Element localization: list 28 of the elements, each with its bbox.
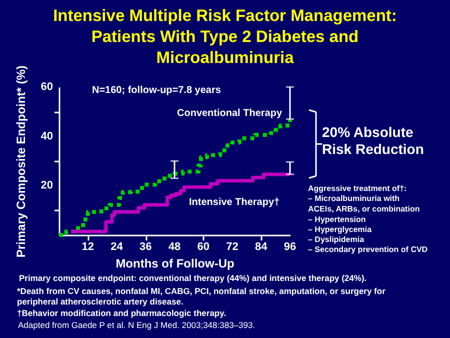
annotation: N=160; follow-up=7.8 years	[92, 85, 222, 96]
x-axis-title: Months of Follow-Up	[116, 256, 234, 270]
x-tick-label: 72	[226, 241, 238, 253]
x-tick-label: 60	[197, 241, 210, 253]
text: †Behavior modification and pharmacologic therapy.	[17, 308, 226, 318]
x-tick-label: 96	[284, 241, 296, 253]
x-tick-label: 24	[110, 241, 124, 253]
chart-title: Intensive Multiple Risk Factor Management: Patients With Type 2 Diabetes and Microalbuminuria	[53, 7, 397, 67]
text: – Dyslipidemia	[308, 235, 365, 244]
text: 20% Absolute Risk Reduction	[322, 124, 424, 157]
x-tick-label: 12	[82, 241, 94, 253]
text: – Hypertension	[308, 215, 366, 224]
x-tick-label: 36	[140, 241, 152, 253]
text: Aggressive treatment of†:	[308, 184, 407, 193]
x-tick-label: 84	[255, 241, 268, 253]
x-tick-label: 48	[168, 241, 181, 253]
y-tick-label: 40	[40, 130, 53, 142]
y-tick-label: 60	[40, 81, 53, 93]
text: *Death from CV causes, nonfatal MI, CABG, PCI, nonfatal stroke, amputation, or surgery for peripheral atherosclerotic artery disease.	[17, 286, 386, 306]
y-axis-title: Primary Composite Endpoint* (%)	[14, 65, 28, 258]
text: – Microalbuminuria with ACEIs, ARBs, or combination	[308, 194, 420, 214]
series-label: Intensive Therapy†	[189, 197, 280, 208]
series-label: Conventional Therapy	[177, 108, 282, 119]
text: Primary composite endpoint: conventional therapy (44%) and intensive therapy (24%).	[19, 273, 367, 283]
text: – Hyperglycemia	[308, 225, 372, 234]
text: – Secondary prevention of CVD	[308, 245, 428, 254]
y-tick-label: 20	[40, 180, 53, 192]
text: Adapted from Gaede P et al. N Eng J Med. 2003;348:383–393.	[18, 320, 256, 330]
